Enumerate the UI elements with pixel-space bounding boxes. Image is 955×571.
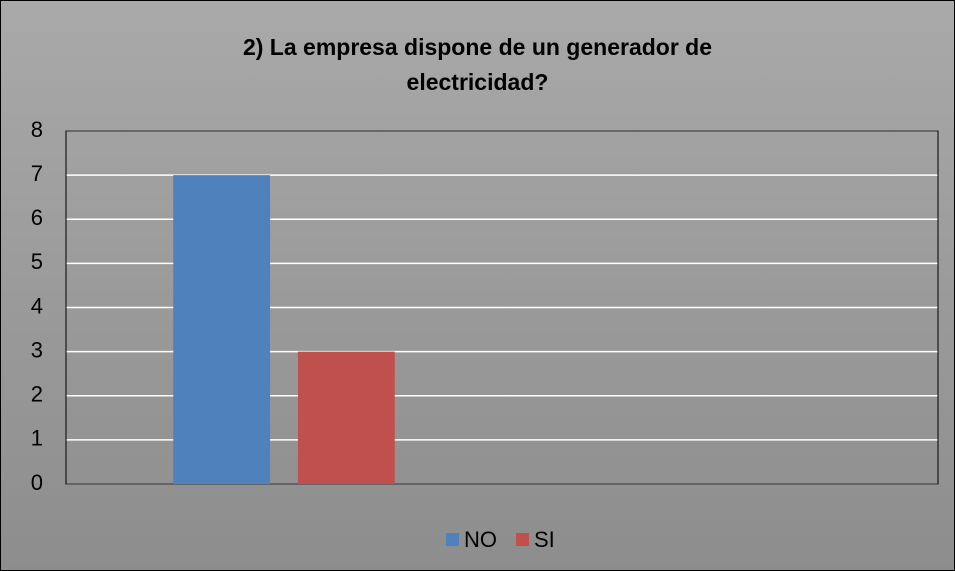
legend-label: NO bbox=[464, 527, 497, 552]
legend-label: SI bbox=[534, 527, 555, 552]
y-tick-label: 0 bbox=[31, 470, 43, 495]
bar bbox=[297, 351, 395, 484]
y-tick-label: 1 bbox=[31, 426, 43, 451]
chart-title: 2) La empresa dispone de un generador de… bbox=[242, 34, 713, 95]
y-tick-label: 3 bbox=[31, 337, 43, 362]
legend-swatch bbox=[446, 533, 459, 546]
legend-swatch bbox=[516, 533, 529, 546]
plot-area-border bbox=[65, 130, 939, 485]
bar bbox=[173, 175, 271, 484]
y-tick-label: 5 bbox=[31, 249, 43, 274]
y-tick-label: 2 bbox=[31, 382, 43, 407]
y-tick-label: 8 bbox=[31, 117, 43, 142]
y-tick-label: 6 bbox=[31, 205, 43, 230]
y-tick-label: 7 bbox=[31, 161, 43, 186]
y-tick-label: 4 bbox=[31, 293, 43, 318]
